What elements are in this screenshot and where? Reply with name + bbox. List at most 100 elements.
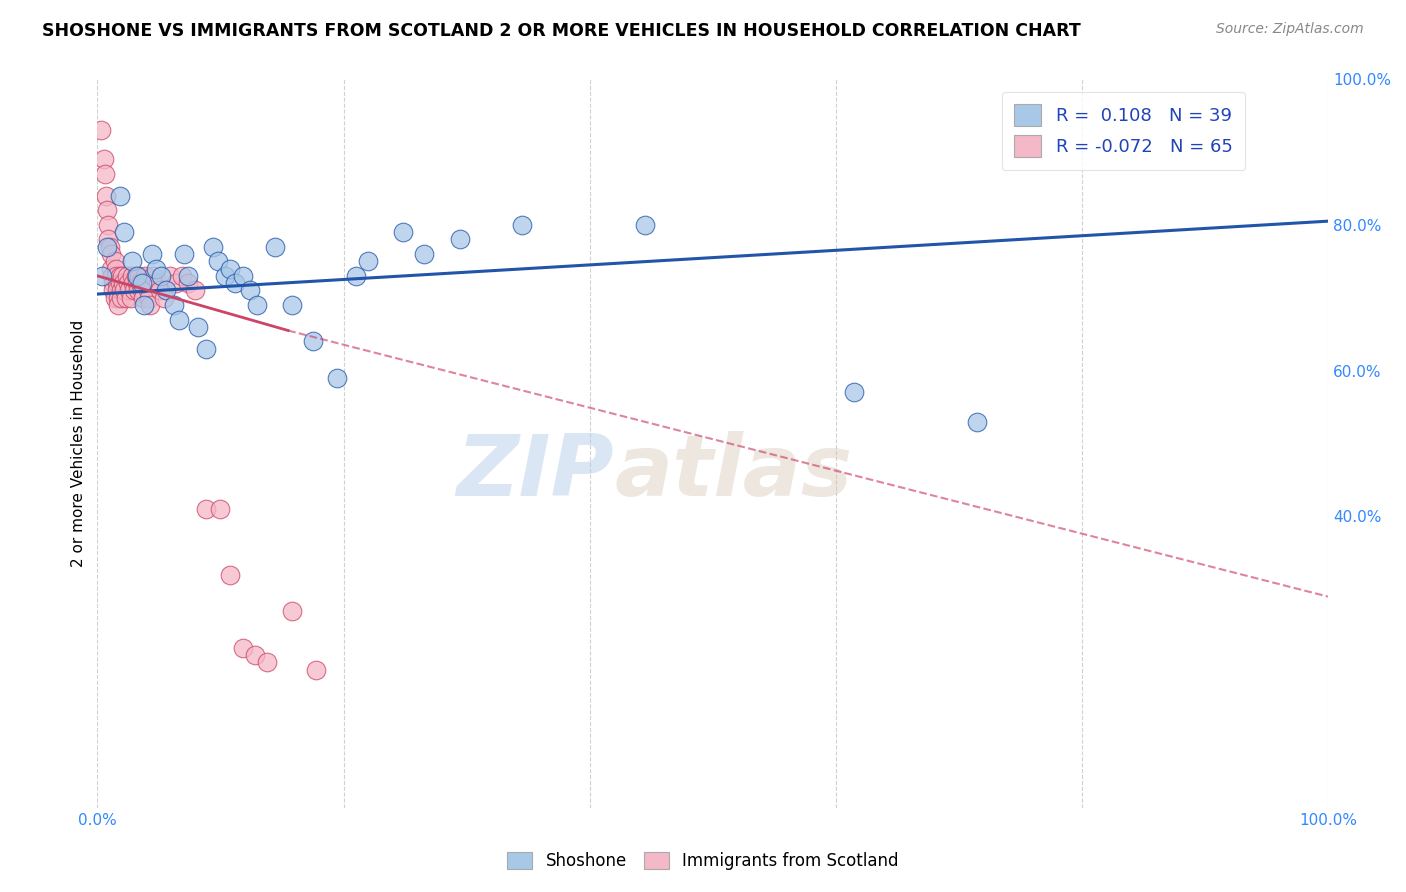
- Point: [90, 123, 112, 137]
- Point: [219, 567, 242, 582]
- Point: [139, 298, 162, 312]
- Point: [112, 276, 135, 290]
- Point: [121, 254, 143, 268]
- Point: [357, 254, 380, 268]
- Point: [103, 284, 125, 298]
- Point: [96, 203, 118, 218]
- Point: [132, 291, 155, 305]
- Point: [107, 291, 129, 305]
- Point: [165, 276, 187, 290]
- Point: [281, 298, 304, 312]
- Point: [138, 291, 160, 305]
- Point: [224, 276, 246, 290]
- Point: [127, 284, 149, 298]
- Point: [120, 291, 142, 305]
- Text: ZIP: ZIP: [457, 431, 614, 514]
- Point: [136, 284, 159, 298]
- Point: [131, 276, 153, 290]
- Point: [134, 268, 156, 283]
- Point: [150, 268, 173, 283]
- Point: [305, 663, 328, 677]
- Point: [177, 268, 200, 283]
- Point: [124, 268, 146, 283]
- Point: [232, 640, 254, 655]
- Point: [112, 284, 135, 298]
- Point: [194, 502, 217, 516]
- Point: [100, 261, 122, 276]
- Text: SHOSHONE VS IMMIGRANTS FROM SCOTLAND 2 OR MORE VEHICLES IN HOUSEHOLD CORRELATION: SHOSHONE VS IMMIGRANTS FROM SCOTLAND 2 O…: [42, 22, 1081, 40]
- Point: [111, 268, 134, 283]
- Point: [243, 648, 266, 662]
- Point: [97, 218, 120, 232]
- Point: [104, 261, 127, 276]
- Point: [125, 276, 148, 290]
- Point: [149, 284, 172, 298]
- Point: [159, 268, 181, 283]
- Point: [117, 276, 139, 290]
- Point: [103, 254, 125, 268]
- Point: [105, 284, 128, 298]
- Point: [142, 268, 165, 283]
- Point: [121, 268, 143, 283]
- Point: [634, 218, 657, 232]
- Point: [281, 604, 304, 618]
- Point: [110, 291, 132, 305]
- Point: [173, 247, 195, 261]
- Point: [177, 276, 200, 290]
- Point: [194, 342, 217, 356]
- Point: [256, 655, 278, 669]
- Point: [93, 152, 115, 166]
- Point: [326, 371, 349, 385]
- Point: [91, 268, 114, 283]
- Point: [96, 240, 118, 254]
- Point: [110, 284, 132, 298]
- Point: [167, 312, 190, 326]
- Point: [141, 247, 163, 261]
- Point: [232, 268, 254, 283]
- Y-axis label: 2 or more Vehicles in Household: 2 or more Vehicles in Household: [72, 320, 86, 567]
- Point: [449, 232, 471, 246]
- Point: [104, 268, 127, 283]
- Point: [214, 268, 236, 283]
- Point: [301, 334, 323, 349]
- Point: [239, 284, 262, 298]
- Point: [510, 218, 533, 232]
- Point: [107, 298, 129, 312]
- Point: [146, 276, 169, 290]
- Legend: Shoshone, Immigrants from Scotland: Shoshone, Immigrants from Scotland: [501, 845, 905, 877]
- Point: [131, 284, 153, 298]
- Point: [100, 247, 122, 261]
- Point: [98, 240, 121, 254]
- Text: Source: ZipAtlas.com: Source: ZipAtlas.com: [1216, 22, 1364, 37]
- Point: [94, 188, 117, 202]
- Point: [128, 268, 150, 283]
- Point: [391, 225, 413, 239]
- Point: [124, 284, 146, 298]
- Point: [103, 291, 125, 305]
- Point: [97, 232, 120, 246]
- Point: [966, 415, 988, 429]
- Point: [344, 268, 367, 283]
- Point: [172, 268, 194, 283]
- Point: [105, 276, 128, 290]
- Point: [122, 276, 145, 290]
- Point: [187, 319, 209, 334]
- Point: [103, 276, 125, 290]
- Point: [412, 247, 434, 261]
- Point: [125, 268, 148, 283]
- Point: [112, 225, 135, 239]
- Point: [135, 276, 157, 290]
- Point: [202, 240, 225, 254]
- Point: [108, 276, 131, 290]
- Point: [129, 276, 152, 290]
- Point: [153, 291, 176, 305]
- Legend: R =  0.108   N = 39, R = -0.072   N = 65: R = 0.108 N = 39, R = -0.072 N = 65: [1001, 92, 1246, 170]
- Point: [118, 284, 141, 298]
- Point: [183, 284, 205, 298]
- Point: [246, 298, 269, 312]
- Point: [219, 261, 242, 276]
- Point: [115, 268, 138, 283]
- Point: [145, 261, 167, 276]
- Point: [155, 284, 177, 298]
- Point: [844, 385, 866, 400]
